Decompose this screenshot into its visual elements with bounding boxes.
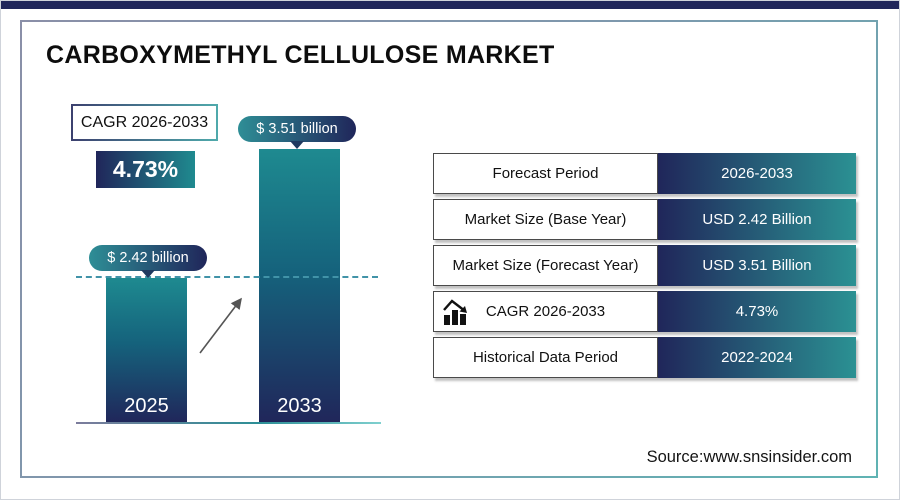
bar-2033-value-bubble: $ 3.51 billion [238,116,356,149]
cagr-label: CAGR 2026-2033 [80,113,209,131]
table-row: Historical Data Period 2022-2024 [433,337,856,378]
cagr-label-box: CAGR 2026-2033 [71,104,218,141]
table-row-value: 4.73% [658,291,856,332]
table-row-label: CAGR 2026-2033 [433,291,658,332]
cagr-value: 4.73% [112,156,179,182]
table-row-label: Market Size (Base Year) [433,199,658,240]
table-row-label: Market Size (Forecast Year) [433,245,658,286]
cagr-value-box: 4.73% [96,151,195,188]
table-row-value: 2026-2033 [658,153,856,194]
growth-arrow-icon [199,297,242,354]
table-row-value: USD 3.51 Billion [658,245,856,286]
bar-2025: 2025 [106,278,187,423]
bar-2025-value-bubble: $ 2.42 billion [89,245,207,278]
table-row: Market Size (Forecast Year) USD 3.51 Bil… [433,245,856,286]
chart-baseline [76,422,381,424]
table-row: Forecast Period 2026-2033 [433,153,856,194]
bar-2033: 2033 [259,149,340,423]
table-row: CAGR 2026-2033 4.73% [433,291,856,332]
table-row-label-text: CAGR 2026-2033 [485,303,606,320]
reference-dashed-line [76,276,378,278]
source-attribution: Source:www.snsinsider.com [646,448,852,466]
table-row: Market Size (Base Year) USD 2.42 Billion [433,199,856,240]
bar-2033-year-label: 2033 [277,395,322,417]
table-row-label: Historical Data Period [433,337,658,378]
table-row-value: 2022-2024 [658,337,856,378]
table-row-label: Forecast Period [433,153,658,194]
bar-2025-value-label: $ 2.42 billion [107,250,189,266]
market-summary-table: Forecast Period 2026-2033 Market Size (B… [433,153,856,383]
bar-2025-year-label: 2025 [124,395,169,417]
declining-bar-chart-icon [443,299,467,325]
top-accent-bar [1,1,899,9]
page-title: CARBOXYMETHYL CELLULOSE MARKET [46,41,555,69]
table-row-value: USD 2.42 Billion [658,199,856,240]
bar-2033-value-label: $ 3.51 billion [256,121,338,137]
